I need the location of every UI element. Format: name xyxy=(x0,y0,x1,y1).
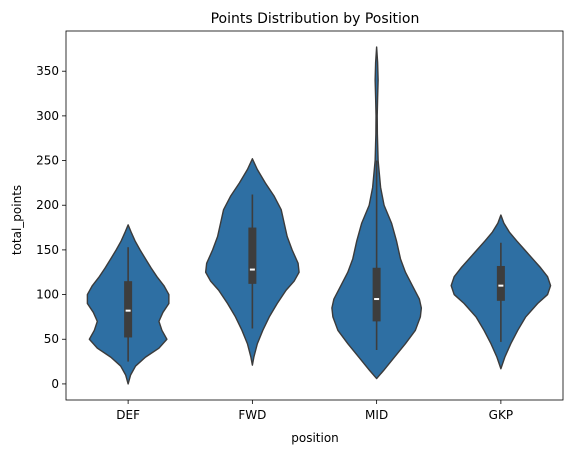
y-tick-label: 50 xyxy=(44,332,59,346)
violin-iqr-box-mid xyxy=(372,267,381,322)
y-tick-label: 100 xyxy=(36,288,59,302)
y-tick-label: 150 xyxy=(36,243,59,257)
y-tick-label: 0 xyxy=(51,377,59,391)
x-tick-label: FWD xyxy=(238,408,266,422)
x-axis: DEF FWD MID GKP xyxy=(116,400,513,422)
plot-frame xyxy=(65,30,564,401)
x-tick-label: MID xyxy=(365,408,388,422)
x-axis-label: position xyxy=(291,431,339,445)
y-axis-label: total_points xyxy=(10,185,24,255)
violin-iqr-box-def xyxy=(124,281,133,338)
y-tick-label: 200 xyxy=(36,198,59,212)
x-tick-label: DEF xyxy=(116,408,140,422)
y-tick-label: 300 xyxy=(36,109,59,123)
y-axis: 0 50 100 150 200 250 300 350 xyxy=(36,64,66,391)
y-tick-label: 250 xyxy=(36,154,59,168)
x-tick-label: GKP xyxy=(489,408,513,422)
plot-area xyxy=(65,30,564,401)
violin-iqr-box-gkp xyxy=(496,265,505,301)
chart-title: Points Distribution by Position xyxy=(211,11,420,27)
violin-iqr-box-fwd xyxy=(248,227,257,284)
y-tick-label: 350 xyxy=(36,64,59,78)
